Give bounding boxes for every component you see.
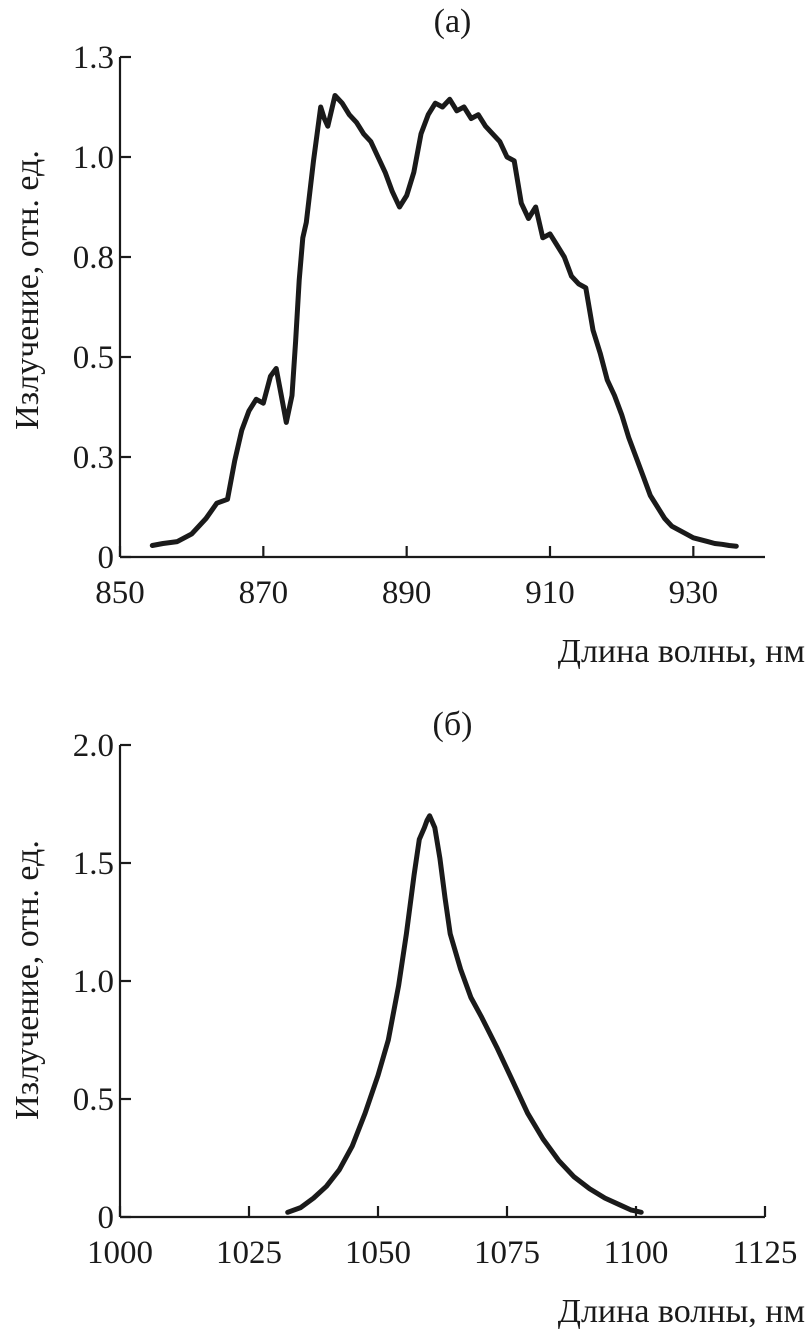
x-tick-label: 1050 (345, 1235, 411, 1271)
x-tick-label: 1025 (216, 1235, 282, 1271)
y-tick-label: 0 (98, 540, 115, 576)
y-tick-label: 2.0 (73, 728, 114, 764)
y-tick-label: 0 (98, 1200, 115, 1236)
x-tick-label: 910 (525, 575, 575, 611)
y-axis-title: Излучение, отн. ед. (9, 840, 46, 1120)
x-tick-label: 1000 (87, 1235, 153, 1271)
y-axis-title: Излучение, отн. ед. (9, 150, 46, 430)
y-tick-label: 0.8 (73, 240, 114, 276)
panel-b: (б) 0 0.5 1.0 1.5 2.0 1000 1025 1050 1075 1100 1125… (9, 706, 805, 1330)
panel-title: (б) (433, 706, 473, 743)
x-tick-label: 850 (95, 575, 145, 611)
panel-a: (а) 0 0.3 0.5 0.8 1.0 1.3 850 870 890 910 930 Длина … (9, 3, 805, 670)
x-tick-label: 890 (382, 575, 432, 611)
x-tick-label: 1125 (733, 1235, 798, 1271)
y-tick-label: 1.3 (73, 40, 114, 76)
x-axis-title: Длина волны, нм (558, 1293, 805, 1330)
y-tick-label: 1.0 (73, 140, 114, 176)
y-tick-label: 0.5 (73, 1082, 114, 1118)
series-line (285, 813, 644, 1215)
y-tick-label: 0.3 (73, 440, 114, 476)
y-tick-label: 1.0 (73, 964, 114, 1000)
x-axis-title: Длина волны, нм (558, 633, 805, 670)
y-tick-label: 1.5 (73, 846, 114, 882)
x-tick-label: 930 (669, 575, 719, 611)
panel-title: (а) (434, 3, 472, 40)
x-tick-label: 1100 (604, 1235, 669, 1271)
x-tick-label: 870 (239, 575, 289, 611)
y-tick-label: 0.5 (73, 340, 114, 376)
x-tick-label: 1075 (474, 1235, 540, 1271)
series-line (149, 93, 739, 549)
